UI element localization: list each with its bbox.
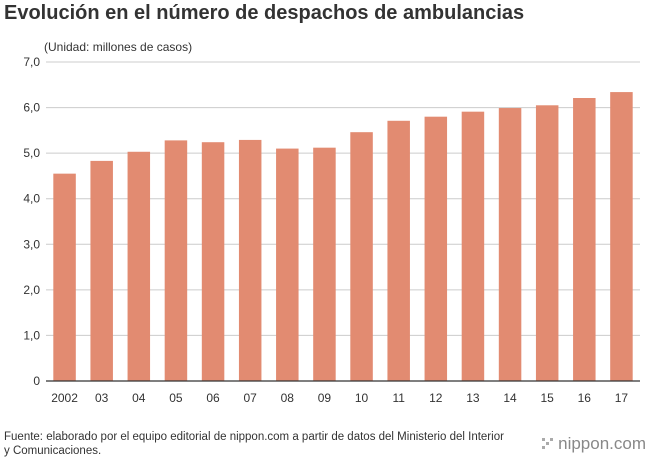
bar: [535, 105, 559, 382]
y-tick-label: 3,0: [23, 237, 40, 251]
bar: [164, 140, 188, 381]
logo-text: nippon.com: [558, 434, 646, 453]
x-tick-label: 04: [132, 391, 146, 405]
x-tick-label: 13: [466, 391, 480, 405]
bar: [424, 116, 448, 381]
bar: [53, 173, 76, 381]
bar: [573, 98, 596, 381]
bar: [90, 160, 113, 381]
x-tick-label: 03: [95, 391, 109, 405]
bar: [238, 139, 262, 381]
bar: [461, 111, 485, 382]
x-tick-label: 16: [578, 391, 592, 405]
bar: [387, 120, 410, 381]
x-tick-label: 10: [355, 391, 369, 405]
x-tick-label: 2002: [51, 391, 78, 405]
x-tick-label: 06: [206, 391, 220, 405]
bar: [350, 132, 373, 381]
x-tick-label: 12: [429, 391, 443, 405]
bar: [201, 142, 225, 381]
chart-title: Evolución en el número de despachos de a…: [4, 2, 525, 24]
bar: [610, 92, 633, 381]
nippon-logo-icon: [542, 438, 554, 449]
x-tick-label: 15: [541, 391, 555, 405]
y-tick-label: 0: [33, 374, 40, 388]
x-tick-label: 09: [318, 391, 332, 405]
bar: [313, 147, 336, 381]
bar: [498, 108, 522, 381]
x-tick-label: 14: [503, 391, 517, 405]
unit-label: (Unidad: millones de casos): [44, 40, 193, 54]
y-tick-label: 2,0: [23, 283, 40, 297]
x-tick-label: 08: [281, 391, 295, 405]
x-tick-label: 17: [615, 391, 629, 405]
x-tick-label: 07: [244, 391, 258, 405]
y-tick-label: 5,0: [23, 146, 40, 160]
x-tick-label: 11: [392, 391, 405, 405]
bar: [276, 148, 299, 381]
source-note: Fuente: elaborado por el equipo editoria…: [4, 431, 504, 457]
y-tick-label: 1,0: [23, 328, 40, 342]
bar: [127, 151, 151, 381]
y-tick-label: 6,0: [23, 101, 40, 115]
y-tick-label: 4,0: [23, 192, 40, 206]
x-tick-label: 05: [169, 391, 183, 405]
y-tick-label: 7,0: [23, 55, 40, 69]
nippon-logo: nippon.com: [542, 434, 646, 454]
